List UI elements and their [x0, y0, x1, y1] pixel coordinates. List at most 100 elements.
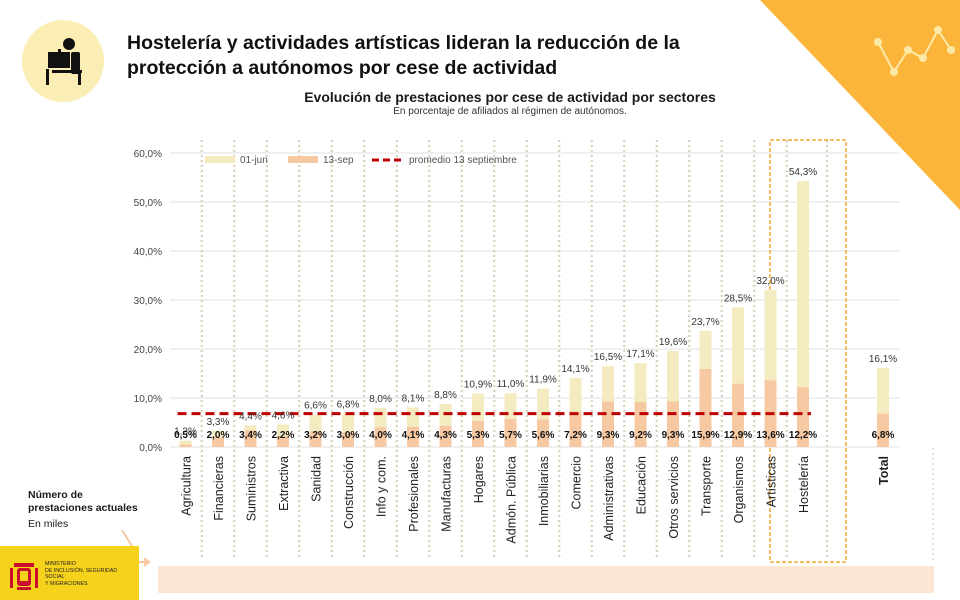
bar-13-sep — [277, 436, 289, 447]
data-label-13-sep: 4,0% — [369, 430, 392, 441]
y-tick-label: 20,0% — [134, 345, 162, 356]
chart-subtitle: En porcentaje de afiliados al régimen de… — [393, 106, 627, 117]
data-label-01-jun: 8,1% — [402, 393, 425, 404]
data-label-01-jun: 16,5% — [594, 352, 622, 363]
data-label-01-jun: 54,3% — [789, 167, 817, 178]
bar-13-sep — [309, 431, 322, 447]
bar-13-sep — [472, 421, 484, 447]
data-label-13-sep: 3,0% — [337, 430, 360, 441]
bar-13-sep — [504, 419, 517, 447]
category-label: Info y com. — [375, 456, 389, 517]
chart-title: Evolución de prestaciones por cese de ac… — [304, 89, 716, 105]
category-label: Suministros — [245, 456, 259, 521]
legend-label-promedio: promedio 13 septiembre — [409, 155, 517, 166]
data-label-01-jun: 10,9% — [464, 380, 492, 391]
category-label: Comercio — [570, 456, 584, 510]
data-label-01-jun: 11,9% — [529, 375, 557, 386]
data-label-13-sep: 6,8% — [872, 430, 895, 441]
data-label-13-sep: 5,3% — [467, 430, 490, 441]
data-label-13-sep: 12,2% — [789, 430, 817, 441]
bar-13-sep — [374, 427, 387, 447]
logo-line-1: MINISTERIO — [45, 561, 76, 567]
category-label: Extractiva — [277, 456, 291, 511]
y-tick-label: 10,0% — [134, 394, 162, 405]
corner-decoration — [760, 0, 960, 210]
category-label: Profesionales — [407, 456, 421, 532]
data-label-13-sep: 0,5% — [174, 430, 197, 441]
data-label-01-jun: 8,0% — [369, 394, 392, 405]
logo-line-2: DE INCLUSIÓN, SEGURIDAD SOCIAL — [45, 567, 118, 581]
category-label: Organismos — [732, 456, 746, 523]
data-label-01-jun: 8,8% — [434, 390, 457, 401]
data-label-01-jun: 23,7% — [691, 317, 719, 328]
legend-swatch-01-jun — [205, 156, 235, 163]
data-label-13-sep: 2,2% — [272, 430, 295, 441]
bar-13-sep — [537, 419, 549, 447]
category-label: Otros servicios — [667, 456, 681, 539]
bar-13-sep — [342, 432, 354, 447]
data-label-01-jun: 1,3% — [174, 427, 197, 438]
bar-13-sep — [439, 425, 452, 447]
prestaciones-band — [158, 566, 934, 593]
data-label-13-sep: 2,0% — [207, 430, 230, 441]
bar-01-jun — [179, 440, 192, 447]
category-label: Manufacturas — [440, 456, 454, 532]
category-label: Financieras — [212, 456, 226, 521]
category-label: Admón. Pública — [505, 456, 519, 544]
category-label: Educación — [635, 456, 649, 514]
ministry-logo: MINISTERIO DE INCLUSIÓN, SEGURIDAD SOCIA… — [0, 546, 139, 600]
bar-13-sep — [699, 369, 712, 447]
data-label-01-jun: 4,6% — [272, 410, 295, 421]
bar-13-sep — [212, 437, 224, 447]
bar-13-sep — [797, 387, 809, 447]
data-label-01-jun: 4,4% — [239, 411, 262, 422]
headline-line-2: protección a autónomos por cese de activ… — [127, 57, 558, 79]
data-label-01-jun: 17,1% — [626, 349, 654, 360]
category-label: Total — [877, 456, 891, 485]
y-tick-label: 50,0% — [134, 198, 162, 209]
bar-13-sep — [407, 426, 419, 447]
data-label-01-jun: 3,3% — [207, 417, 230, 428]
bar-01-jun — [797, 180, 809, 447]
highlight-box — [769, 139, 847, 563]
data-label-13-sep: 13,6% — [756, 430, 784, 441]
category-label: Construcción — [342, 456, 356, 529]
coat-of-arms-icon — [10, 563, 38, 590]
page-title: Hostelería y actividades artísticas lide… — [127, 31, 747, 81]
category-label: Hogares — [472, 456, 486, 503]
category-label: Artísticas — [765, 456, 779, 507]
data-label-13-sep: 7,2% — [564, 430, 587, 441]
prestaciones-label: Número de prestaciones actuales — [28, 489, 138, 514]
data-label-13-sep: 3,4% — [239, 430, 262, 441]
data-label-01-jun: 28,5% — [724, 293, 752, 304]
data-label-01-jun: 6,6% — [304, 401, 327, 412]
data-label-13-sep: 5,7% — [499, 430, 522, 441]
data-label-13-sep: 9,3% — [662, 430, 685, 441]
data-label-13-sep: 15,9% — [691, 430, 719, 441]
legend-label-01-jun: 01-jun — [240, 155, 268, 166]
headline-line-1: Hostelería y actividades artísticas lide… — [127, 32, 680, 54]
bar-13-sep — [179, 444, 192, 447]
data-label-13-sep: 5,6% — [532, 430, 555, 441]
data-label-13-sep: 4,1% — [402, 430, 425, 441]
bar-13-sep — [244, 430, 257, 447]
bar-13-sep — [569, 411, 582, 447]
y-tick-label: 40,0% — [134, 247, 162, 258]
data-label-01-jun: 11,0% — [497, 379, 525, 390]
data-label-13-sep: 3,2% — [304, 430, 327, 441]
category-label: Transporte — [700, 456, 714, 516]
legend-swatch-13-sep — [288, 156, 318, 163]
data-label-01-jun: 14,1% — [561, 364, 589, 375]
category-label: Inmobiliarias — [537, 456, 551, 526]
data-label-13-sep: 4,3% — [434, 430, 457, 441]
category-label: Hostelería — [797, 456, 811, 513]
data-label-01-jun: 6,8% — [337, 400, 360, 411]
category-label: Administrativas — [602, 456, 616, 541]
category-label: Sanidad — [310, 456, 324, 502]
category-label: Agricultura — [180, 456, 194, 516]
worker-desk-icon — [22, 20, 104, 102]
data-label-13-sep: 9,2% — [629, 430, 652, 441]
bar-13-sep — [732, 383, 744, 447]
data-label-01-jun: 19,6% — [659, 337, 687, 348]
data-label-13-sep: 12,9% — [724, 430, 752, 441]
